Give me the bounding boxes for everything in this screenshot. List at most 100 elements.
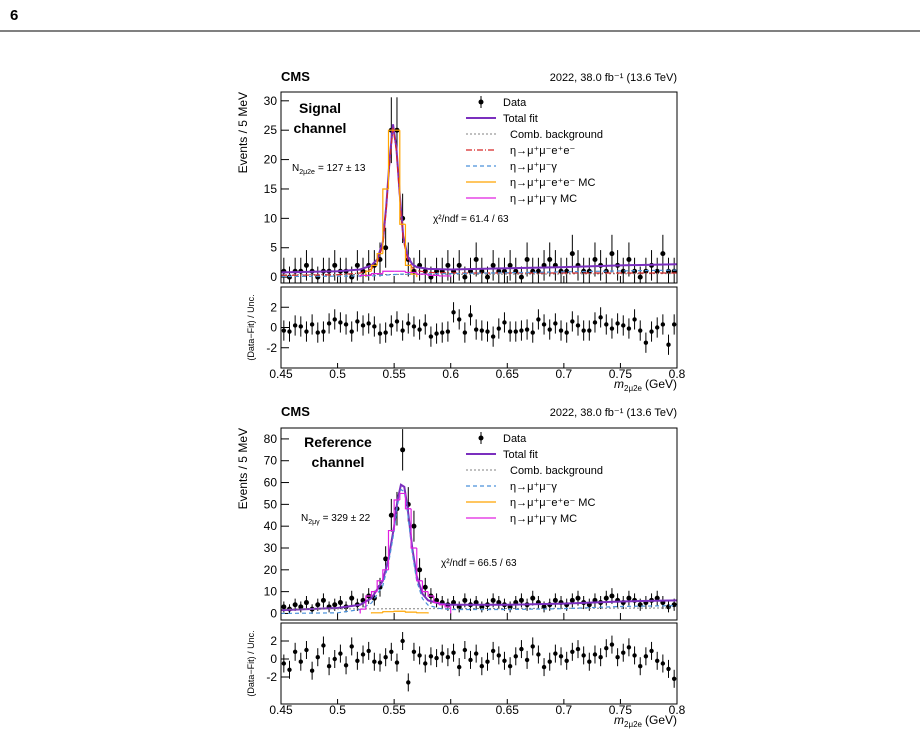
residual-point	[553, 321, 557, 325]
residual-point	[621, 651, 625, 655]
residual-point	[457, 665, 461, 669]
residual-point	[485, 660, 489, 664]
data-point	[491, 598, 496, 603]
data-point	[293, 602, 298, 607]
residual-point	[598, 315, 602, 319]
residual-point	[548, 660, 552, 664]
residual-point	[525, 658, 529, 662]
data-point	[519, 598, 524, 603]
data-point	[304, 263, 309, 268]
data-point	[445, 263, 450, 268]
y-tick-label: 60	[264, 476, 278, 490]
experiment-label: CMS	[281, 69, 310, 84]
residual-point	[457, 317, 461, 321]
fit-curve	[281, 485, 677, 610]
residual-point	[361, 323, 365, 327]
residual-point	[434, 656, 438, 660]
data-point	[457, 263, 462, 268]
residual-point	[570, 319, 574, 323]
y-tick-label: 0	[270, 606, 277, 620]
legend-label: Total fit	[503, 449, 538, 461]
data-point	[530, 596, 535, 601]
data-point	[338, 600, 343, 605]
data-point	[609, 594, 614, 599]
residual-point	[661, 322, 665, 326]
data-point	[315, 602, 320, 607]
residual-point	[327, 321, 331, 325]
residual-point	[593, 652, 597, 656]
residual-point	[304, 329, 308, 333]
y-tick-label: 5	[270, 241, 277, 255]
data-point	[508, 263, 513, 268]
data-point	[474, 257, 479, 262]
residual-point	[587, 328, 591, 332]
yield-subscript: 2μ2e	[299, 169, 315, 176]
y-axis-label: Events / 5 MeV	[236, 92, 250, 173]
data-point	[570, 598, 575, 603]
data-point	[604, 596, 609, 601]
residual-point	[412, 324, 416, 328]
y-tick-label: 80	[264, 432, 278, 446]
x-tick-label: 0.6	[442, 367, 459, 381]
histogram-bin	[372, 613, 383, 614]
residual-point	[508, 664, 512, 668]
data-point	[592, 257, 597, 262]
ratio-y-tick-label: 2	[270, 300, 277, 314]
residual-point	[327, 664, 331, 668]
y-tick-label: 30	[264, 94, 278, 108]
residual-point	[548, 327, 552, 331]
legend-label: η→μ⁺μ⁻γ	[510, 161, 557, 173]
residual-point	[581, 328, 585, 332]
residual-point	[604, 322, 608, 326]
y-tick-label: 15	[264, 182, 278, 196]
residual-point	[355, 659, 359, 663]
data-point	[609, 251, 614, 256]
ratio-y-tick-label: 2	[270, 634, 277, 648]
legend-label: Comb. background	[510, 465, 603, 477]
residual-point	[282, 661, 286, 665]
histogram-bin	[417, 612, 428, 613]
ratio-y-tick-label: -2	[266, 341, 277, 355]
residual-point	[299, 660, 303, 664]
data-point	[491, 263, 496, 268]
ratio-y-tick-label: -2	[266, 670, 277, 684]
residual-point	[655, 325, 659, 329]
residual-point	[321, 643, 325, 647]
histogram-bin	[383, 612, 394, 613]
x-tick-label: 0.45	[269, 367, 293, 381]
ratio-y-tick-label: 0	[270, 652, 277, 666]
residual-point	[293, 650, 297, 654]
residual-point	[417, 653, 421, 657]
channel-label: Signal	[299, 100, 341, 116]
x-tick-label: 0.6	[442, 703, 459, 717]
residual-point	[610, 642, 614, 646]
residual-point	[502, 659, 506, 663]
residual-point	[440, 651, 444, 655]
residual-point	[429, 334, 433, 338]
data-point	[626, 596, 631, 601]
residual-point	[491, 649, 495, 653]
residual-point	[564, 659, 568, 663]
residual-point	[344, 663, 348, 667]
lumi-label: 2022, 38.0 fb⁻¹ (13.6 TeV)	[550, 72, 677, 84]
residual-point	[395, 319, 399, 323]
yield-subscript: 2μγ	[308, 519, 320, 526]
residual-point	[366, 321, 370, 325]
legend-marker	[479, 436, 484, 441]
residual-point	[338, 651, 342, 655]
data-point	[462, 275, 467, 280]
residual-point	[429, 654, 433, 658]
residual-point	[412, 650, 416, 654]
residual-point	[638, 328, 642, 332]
residual-point	[593, 320, 597, 324]
legend-label: η→μ⁺μ⁻e⁺e⁻ MC	[510, 497, 595, 509]
residual-point	[446, 329, 450, 333]
x-tick-label: 0.45	[269, 703, 293, 717]
y-tick-label: 20	[264, 563, 278, 577]
x-tick-label: 0.5	[329, 703, 346, 717]
residual-point	[497, 653, 501, 657]
data-point	[485, 275, 490, 280]
residual-point	[463, 648, 467, 652]
